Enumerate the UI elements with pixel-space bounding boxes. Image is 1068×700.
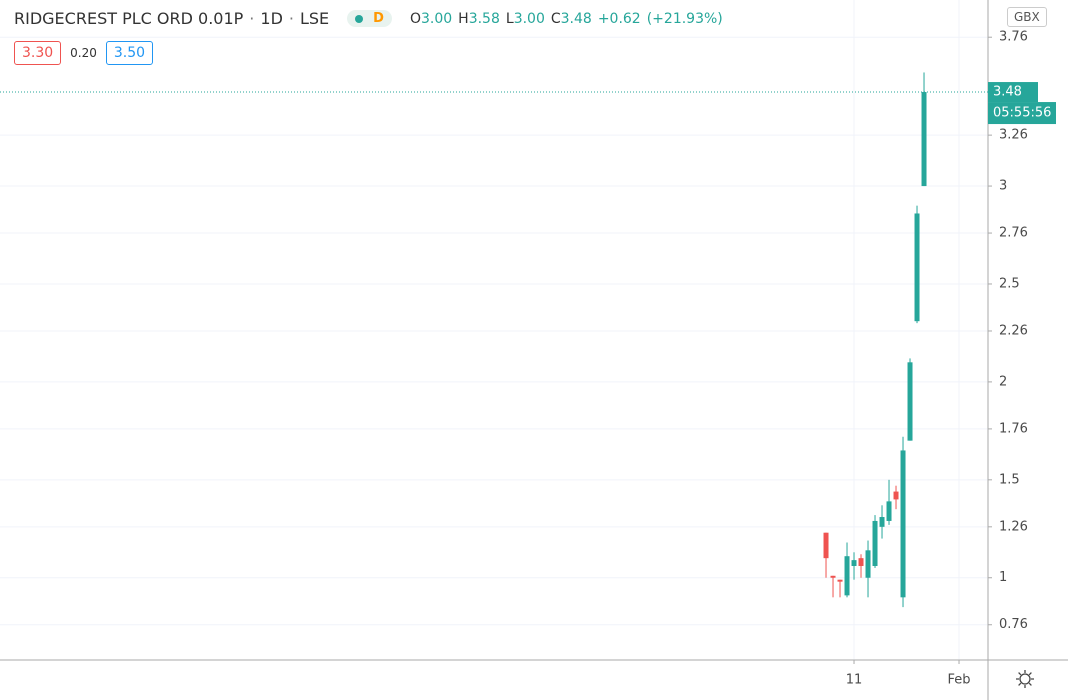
change-percent: (+21.93%) [646, 10, 723, 27]
candle-body [830, 575, 836, 578]
y-tick-label: 1.26 [999, 519, 1028, 534]
exchange: LSE [299, 9, 330, 28]
countdown-box [988, 102, 1056, 125]
y-tick-label: 3.26 [999, 128, 1028, 143]
settings-icon[interactable] [1016, 670, 1034, 688]
change: +0.62 [597, 10, 641, 27]
y-tick-label: 3.76 [999, 30, 1028, 45]
x-tick-label: 11 [846, 673, 863, 688]
symbol-title[interactable]: RIDGECREST PLC ORD 0.01P [14, 9, 244, 28]
ask[interactable]: 3.50 [105, 41, 154, 65]
y-tick-label: 2.26 [999, 323, 1028, 338]
countdown: 05:55:56 [993, 106, 1051, 121]
last-price-label: 3.48 [993, 85, 1022, 100]
candle-body [865, 550, 871, 578]
currency[interactable]: GBX [1007, 7, 1047, 27]
ohlc-key: L [505, 10, 514, 27]
candle-body [837, 579, 843, 582]
ohlc-key: H [458, 10, 469, 27]
spread: 0.20 [70, 46, 97, 60]
candle-body [823, 532, 829, 559]
ohlc-value: 3.00 [421, 10, 453, 27]
x-tick-label: Feb [948, 673, 971, 688]
last-price-box [988, 82, 1038, 103]
candle-body [872, 520, 878, 566]
y-tick-label: 2 [999, 374, 1007, 389]
candle-body [858, 558, 864, 566]
interval[interactable]: 1D [260, 9, 283, 28]
candle-body [886, 501, 892, 521]
ohlc-key: O [409, 10, 421, 27]
candle-body [893, 491, 899, 500]
bid[interactable]: 3.30 [14, 41, 62, 65]
ohlc-value: 3.58 [468, 10, 500, 27]
y-tick-label: 1 [999, 570, 1007, 585]
ohlc-legend: O3.00 H3.58 L3.00 C3.48 +0.62 (+21.93%) [410, 11, 729, 27]
ohlc-key: C [550, 10, 561, 27]
ohlc-value: 3.48 [560, 10, 592, 27]
candle-body [879, 517, 885, 527]
y-tick-label: 1.76 [999, 421, 1028, 436]
quotes: 3.30 0.20 3.50 [14, 41, 154, 65]
candle-body [914, 213, 920, 322]
candle-body [900, 450, 906, 598]
y-tick-label: 2.5 [999, 276, 1020, 291]
y-tick-label: 2.76 [999, 226, 1028, 241]
y-tick-label: 1.5 [999, 472, 1020, 487]
y-tick-label: 0.76 [999, 617, 1028, 632]
badge-text: D [373, 11, 384, 26]
candle-body [921, 92, 927, 187]
candle-body [844, 556, 850, 596]
candle-body [851, 560, 857, 566]
status-badge: D [347, 10, 392, 27]
y-tick-label: 3 [999, 179, 1007, 194]
candle-body [907, 362, 913, 441]
symbol-header: RIDGECREST PLC ORD 0.01P · 1D · LSE D O3.0… [14, 9, 729, 28]
ohlc-value: 3.00 [513, 10, 545, 27]
